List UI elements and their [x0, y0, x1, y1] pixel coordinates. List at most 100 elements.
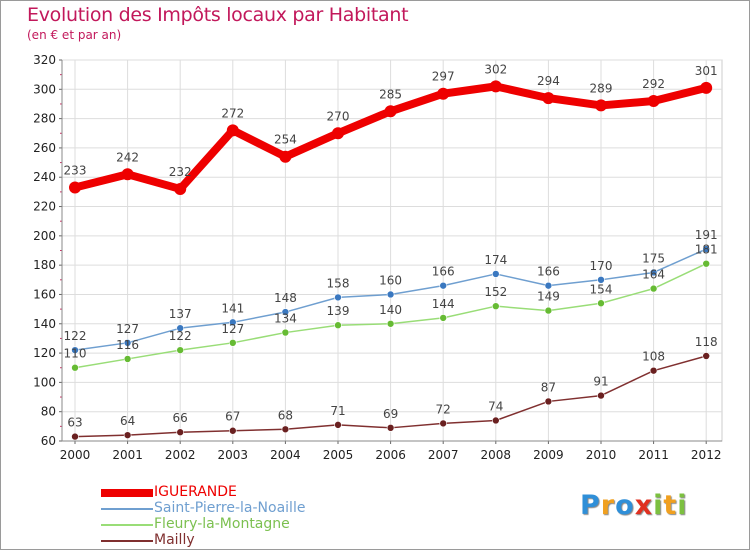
data-label: 67: [225, 410, 240, 424]
data-point: [542, 92, 555, 105]
data-label: 166: [537, 265, 560, 279]
data-point: [174, 182, 187, 195]
x-tick-label: 2009: [533, 448, 564, 462]
y-tick-label: 220: [33, 200, 56, 214]
data-point: [386, 424, 395, 432]
data-label: 72: [436, 402, 451, 416]
data-point: [229, 339, 237, 347]
legend-swatch: [101, 540, 153, 542]
data-label: 122: [64, 329, 87, 343]
y-tick-label: 280: [33, 112, 56, 126]
data-point: [229, 318, 237, 327]
data-point: [597, 276, 605, 284]
data-point: [386, 290, 395, 299]
data-point: [176, 428, 184, 437]
data-point: [544, 397, 553, 406]
logo-letter: x: [634, 490, 654, 521]
plot-area: [61, 59, 723, 442]
data-point: [384, 105, 397, 118]
chart-subtitle: (en € et par an): [27, 28, 122, 42]
x-tick-label: 2008: [481, 448, 512, 462]
data-label: 108: [642, 350, 665, 364]
data-label: 139: [327, 304, 350, 318]
data-point: [176, 324, 184, 332]
data-point: [597, 299, 605, 308]
data-label: 232: [169, 165, 192, 179]
data-point: [437, 87, 450, 100]
data-point: [226, 124, 239, 137]
data-label: 181: [695, 243, 718, 257]
y-tick-label: 80: [41, 405, 56, 419]
data-point: [439, 281, 448, 290]
data-point: [649, 284, 658, 293]
y-tick-label: 320: [33, 53, 56, 67]
y-tick-label: 260: [33, 141, 56, 155]
data-label: 137: [169, 307, 192, 321]
proxiti-logo: Proxiti: [580, 490, 688, 521]
data-label: 301: [695, 64, 718, 78]
logo-letter: t: [663, 490, 678, 521]
data-label: 91: [593, 375, 608, 389]
data-point: [71, 346, 79, 354]
data-label: 122: [169, 329, 192, 343]
data-label: 302: [484, 62, 507, 76]
data-label: 294: [537, 74, 560, 88]
data-point: [334, 421, 342, 429]
data-label: 116: [116, 338, 139, 352]
series-iguerande: [69, 80, 713, 195]
series-saint-pierre-la-noaille: [71, 245, 711, 354]
data-label: 160: [379, 273, 402, 287]
x-tick-label: 2002: [165, 448, 196, 462]
legend-label: Mailly: [154, 532, 195, 548]
data-label: 297: [432, 70, 455, 84]
data-point: [281, 328, 290, 337]
data-point: [281, 308, 290, 316]
logo-letter: P: [580, 490, 601, 521]
data-label: 292: [642, 77, 665, 91]
data-label: 174: [484, 253, 507, 267]
data-point: [649, 366, 658, 375]
data-label: 289: [590, 81, 613, 95]
data-point: [702, 352, 711, 360]
data-label: 148: [274, 291, 297, 305]
x-tick-label: 2012: [691, 448, 722, 462]
data-point: [334, 321, 342, 330]
x-tick-label: 2006: [375, 448, 406, 462]
data-label: 87: [541, 380, 556, 394]
data-point: [176, 346, 184, 354]
data-label: 152: [484, 285, 507, 299]
data-label: 68: [278, 408, 293, 422]
data-label: 154: [590, 282, 613, 296]
data-label: 164: [642, 268, 665, 282]
data-point: [121, 168, 134, 181]
data-point: [491, 302, 500, 310]
legend-label: IGUERANDE: [154, 484, 237, 500]
data-point: [69, 181, 81, 194]
data-label: 149: [537, 290, 560, 304]
legend-swatch: [101, 508, 153, 510]
data-point: [491, 416, 500, 425]
data-point: [489, 80, 502, 93]
data-label: 127: [116, 322, 139, 336]
logo-letter: o: [615, 490, 635, 521]
data-point: [491, 270, 500, 278]
data-label: 74: [488, 399, 503, 413]
legend-swatch: [101, 489, 153, 497]
data-label: 233: [64, 163, 87, 177]
data-label: 254: [274, 133, 297, 147]
x-tick-label: 2005: [323, 448, 354, 462]
data-point: [71, 432, 79, 441]
data-label: 175: [642, 251, 665, 265]
data-point: [544, 306, 553, 315]
data-label: 166: [432, 265, 455, 279]
data-label: 191: [695, 228, 718, 242]
legend-label: Saint-Pierre-la-Noaille: [154, 500, 306, 516]
y-tick-label: 300: [33, 82, 56, 96]
logo-letter: r: [600, 490, 616, 521]
y-tick-label: 140: [33, 317, 56, 331]
y-tick-label: 100: [33, 375, 56, 389]
data-point: [281, 425, 290, 434]
data-point: [279, 150, 292, 163]
data-point: [386, 319, 395, 328]
y-tick-label: 60: [41, 434, 56, 448]
